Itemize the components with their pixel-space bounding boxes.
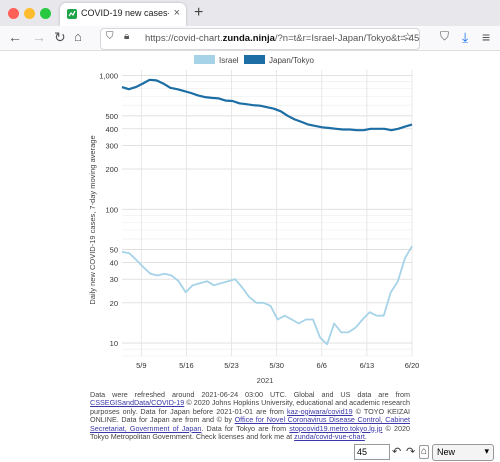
chart-legend: Israel Japan/Tokyo [194, 55, 314, 65]
home-icon[interactable]: ⌂ [74, 29, 82, 44]
y-tick-label: 1,000 [99, 72, 118, 81]
close-window-icon[interactable] [8, 8, 19, 19]
link-kaz-ogiwara[interactable]: kaz-ogiwara/covid19 [287, 406, 353, 416]
bookmark-star-icon[interactable]: ☆ [402, 30, 413, 44]
y-tick-label: 20 [110, 299, 118, 308]
y-tick-label: 100 [105, 205, 118, 214]
reload-icon[interactable]: ↻ [54, 29, 66, 45]
undo-icon[interactable]: ↶ [392, 446, 402, 458]
y-tick-label: 300 [105, 141, 118, 150]
title-bar: COVID-19 new cases-Israel,Tokyo × + [0, 0, 500, 26]
series-line-israel [121, 245, 413, 346]
favicon-icon [67, 9, 77, 19]
url-text: https://covid-chart.zunda.ninja/?n=t&r=I… [145, 33, 420, 44]
link-stopcovid19[interactable]: stopcovid19.metro.tokyo.lg.jp [289, 423, 383, 433]
select-value: New [437, 447, 456, 457]
x-tick-label: 6/20 [405, 361, 420, 370]
x-tick-label: 5/16 [179, 361, 194, 370]
forward-icon[interactable]: → [32, 29, 46, 45]
menu-icon[interactable]: ≡ [482, 29, 491, 45]
y-tick-label: 200 [105, 165, 118, 174]
link-cabinet-secretariat[interactable]: Office for Novel Coronavirus Disease Con… [90, 415, 410, 433]
data-credits: Data were refreshed around 2021-06-24 03… [90, 390, 410, 442]
home-view-icon[interactable]: ⌂ [419, 445, 430, 459]
x-tick-labels: 5/9 5/16 5/23 5/30 6/6 6/13 6/20 [136, 361, 419, 370]
link-csse[interactable]: CSSEGISandData/COVID-19 [90, 398, 185, 408]
chart-controls: ↶ ↷ ⌂ New ▾ [0, 442, 500, 462]
x-axis-label: 2021 [257, 376, 274, 385]
legend-swatch-tokyo [244, 55, 265, 64]
y-tick-label: 30 [110, 275, 118, 284]
minimize-window-icon[interactable] [24, 8, 35, 19]
nav-toolbar: ← → ↻ ⌂ ⛉ 🔒︎ https://covid-chart.zunda.n… [0, 26, 500, 51]
address-bar[interactable]: ⛉ 🔒︎ https://covid-chart.zunda.ninja/?n=… [100, 28, 420, 50]
x-tick-label: 5/9 [136, 361, 146, 370]
redo-icon[interactable]: ↷ [406, 446, 416, 458]
y-tick-label: 500 [105, 112, 118, 121]
browser-tab[interactable]: COVID-19 new cases-Israel,Tokyo × [60, 3, 186, 26]
tab-close-icon[interactable]: × [173, 7, 180, 19]
lock-icon[interactable]: 🔒︎ [124, 31, 130, 42]
chart-grid [122, 70, 413, 357]
metric-select[interactable]: New ▾ [432, 444, 494, 461]
x-tick-label: 6/6 [317, 361, 327, 370]
y-tick-label: 50 [110, 246, 118, 255]
y-axis-label: Daily new COVID-19 cases, 7-day moving a… [88, 135, 97, 304]
y-tick-labels: 10 20 30 40 50 100 200 300 400 500 1,000 [99, 72, 118, 349]
y-tick-label: 400 [105, 125, 118, 134]
days-input[interactable] [354, 444, 390, 460]
shield-icon[interactable]: ⛉ [106, 31, 114, 42]
back-icon[interactable]: ← [8, 29, 22, 45]
legend-swatch-israel [194, 55, 215, 64]
maximize-window-icon[interactable] [40, 8, 51, 19]
chevron-down-icon: ▾ [484, 446, 489, 456]
y-tick-label: 10 [110, 339, 118, 348]
tab-title: COVID-19 new cases-Israel,Tokyo [81, 8, 169, 18]
x-tick-label: 6/13 [360, 361, 375, 370]
link-covid-vue-chart[interactable]: zunda/covid-vue-chart [294, 432, 365, 442]
y-tick-label: 40 [110, 259, 118, 268]
legend-label-tokyo[interactable]: Japan/Tokyo [269, 56, 314, 65]
series-line-japan-tokyo [121, 78, 413, 132]
chart-lines [121, 78, 413, 346]
x-tick-label: 5/23 [224, 361, 239, 370]
x-tick-label: 5/30 [269, 361, 284, 370]
download-icon[interactable]: ⤓ [462, 29, 469, 45]
pocket-icon[interactable]: ⛉ [440, 29, 450, 43]
new-tab-icon[interactable]: + [194, 4, 204, 21]
legend-label-israel[interactable]: Israel [219, 56, 239, 65]
